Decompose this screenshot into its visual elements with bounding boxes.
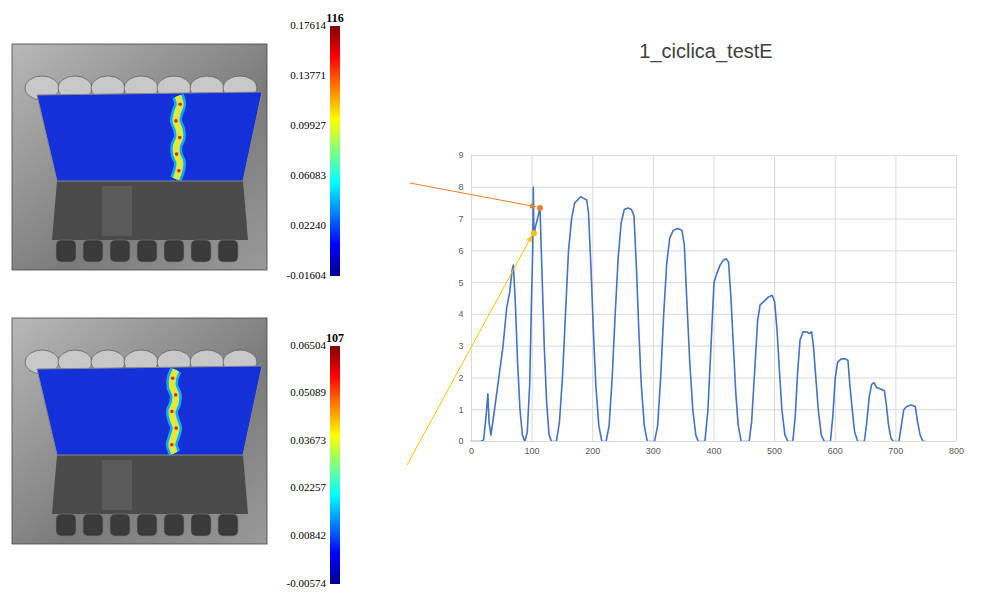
svg-text:300: 300: [646, 446, 661, 456]
svg-text:9: 9: [458, 150, 463, 160]
svg-text:0.02240: 0.02240: [290, 219, 326, 231]
svg-text:-0.00574: -0.00574: [287, 577, 327, 589]
svg-text:0.13771: 0.13771: [290, 69, 326, 81]
svg-text:3: 3: [458, 341, 463, 351]
svg-text:6: 6: [458, 246, 463, 256]
svg-text:200: 200: [585, 446, 600, 456]
svg-text:0: 0: [469, 446, 474, 456]
svg-text:1: 1: [458, 405, 463, 415]
svg-text:400: 400: [706, 446, 721, 456]
svg-text:5: 5: [458, 277, 463, 287]
svg-text:0.09927: 0.09927: [290, 119, 326, 131]
svg-text:116: 116: [326, 11, 343, 25]
svg-text:107: 107: [326, 331, 344, 345]
svg-text:2: 2: [458, 373, 463, 383]
svg-text:0.06083: 0.06083: [290, 169, 326, 181]
svg-text:0.17614: 0.17614: [290, 19, 326, 31]
html-text:1_ciclica_testE: 1_ciclica_testE: [639, 40, 773, 62]
svg-text:0.05089: 0.05089: [290, 386, 326, 398]
svg-text:600: 600: [828, 446, 843, 456]
svg-text:0: 0: [458, 436, 463, 446]
svg-text:0.00842: 0.00842: [290, 529, 326, 541]
svg-text:700: 700: [888, 446, 903, 456]
svg-text:100: 100: [525, 446, 540, 456]
svg-text:500: 500: [767, 446, 782, 456]
svg-text:4: 4: [458, 309, 463, 319]
svg-text:8: 8: [458, 182, 463, 192]
svg-text:800: 800: [949, 446, 964, 456]
svg-text:-0.01604: -0.01604: [287, 269, 327, 281]
svg-text:0.03673: 0.03673: [290, 434, 326, 446]
svg-text:7: 7: [458, 214, 463, 224]
svg-text:0.02257: 0.02257: [290, 481, 326, 493]
svg-text:0.06504: 0.06504: [290, 339, 326, 351]
